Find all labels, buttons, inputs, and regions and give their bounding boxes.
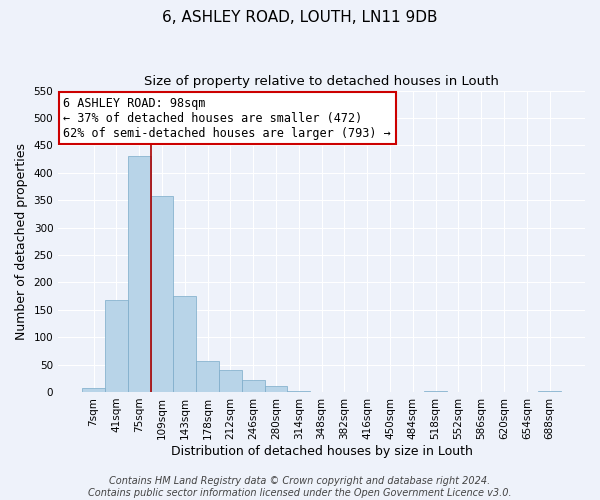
Bar bbox=[242, 380, 265, 392]
Bar bbox=[173, 296, 196, 392]
Bar bbox=[287, 391, 310, 392]
Title: Size of property relative to detached houses in Louth: Size of property relative to detached ho… bbox=[144, 75, 499, 88]
Bar bbox=[196, 360, 219, 392]
Text: 6 ASHLEY ROAD: 98sqm
← 37% of detached houses are smaller (472)
62% of semi-deta: 6 ASHLEY ROAD: 98sqm ← 37% of detached h… bbox=[64, 96, 391, 140]
Bar bbox=[219, 370, 242, 392]
Bar bbox=[151, 196, 173, 392]
Bar bbox=[82, 388, 105, 392]
Y-axis label: Number of detached properties: Number of detached properties bbox=[15, 143, 28, 340]
Text: Contains HM Land Registry data © Crown copyright and database right 2024.
Contai: Contains HM Land Registry data © Crown c… bbox=[88, 476, 512, 498]
Text: 6, ASHLEY ROAD, LOUTH, LN11 9DB: 6, ASHLEY ROAD, LOUTH, LN11 9DB bbox=[162, 10, 438, 25]
Bar bbox=[265, 386, 287, 392]
X-axis label: Distribution of detached houses by size in Louth: Distribution of detached houses by size … bbox=[170, 444, 473, 458]
Bar bbox=[128, 156, 151, 392]
Bar bbox=[105, 300, 128, 392]
